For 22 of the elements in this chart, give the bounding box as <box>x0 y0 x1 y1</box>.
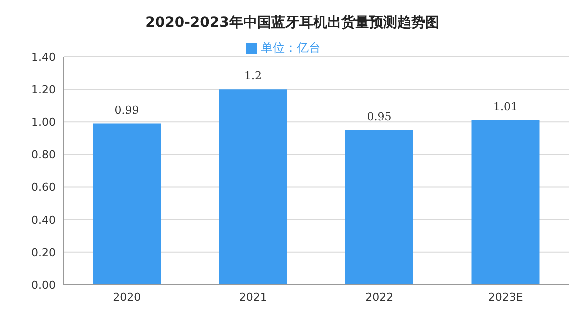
y-tick-label: 1.00 <box>32 116 56 130</box>
y-tick-label: 0.40 <box>32 214 56 227</box>
data-label: 0.95 <box>367 110 392 124</box>
chart-title: 2020-2023年中国蓝牙耳机出货量预测趋势图 <box>144 14 440 33</box>
y-tick-label: 0.60 <box>32 181 56 194</box>
x-tick-label: 2020 <box>113 290 142 304</box>
y-tick-label: 1.20 <box>32 83 56 96</box>
x-tick-label: 2021 <box>239 290 268 304</box>
bar <box>472 120 540 285</box>
x-tick-label: 2022 <box>366 290 394 304</box>
x-tick-label: 2023E <box>488 290 524 304</box>
y-tick-label: 0.20 <box>32 246 56 260</box>
legend-label: 单位：亿台 <box>261 41 321 55</box>
y-tick-label: 0.80 <box>32 148 56 162</box>
data-label: 0.99 <box>114 104 140 117</box>
data-label: 1.2 <box>244 70 262 83</box>
bar <box>93 124 161 285</box>
y-tick-label: 1.40 <box>32 50 56 64</box>
data-label: 1.01 <box>494 100 518 114</box>
y-tick-label: 0.00 <box>32 278 56 292</box>
bar <box>346 130 414 285</box>
bar <box>219 90 288 285</box>
